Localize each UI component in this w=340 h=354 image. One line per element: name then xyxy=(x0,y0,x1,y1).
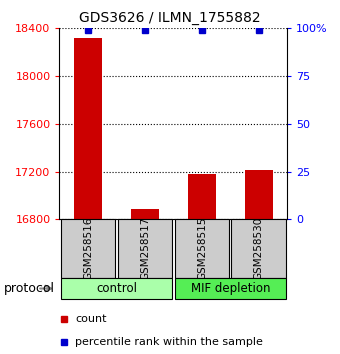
Text: GSM258530: GSM258530 xyxy=(254,217,264,280)
Text: GDS3626 / ILMN_1755882: GDS3626 / ILMN_1755882 xyxy=(79,11,261,25)
Bar xyxy=(232,219,286,278)
Text: control: control xyxy=(96,282,137,295)
Text: GSM258516: GSM258516 xyxy=(83,217,93,280)
Bar xyxy=(244,171,273,219)
Bar xyxy=(174,219,229,278)
Text: MIF depletion: MIF depletion xyxy=(191,282,270,295)
Text: count: count xyxy=(75,314,107,325)
Bar xyxy=(188,174,216,219)
Bar xyxy=(74,38,102,219)
Bar xyxy=(131,209,159,219)
Text: protocol: protocol xyxy=(3,282,54,295)
Text: GSM258517: GSM258517 xyxy=(140,217,150,280)
Bar xyxy=(61,278,172,299)
Bar xyxy=(174,278,286,299)
Text: percentile rank within the sample: percentile rank within the sample xyxy=(75,337,263,348)
Text: GSM258515: GSM258515 xyxy=(197,217,207,280)
Bar xyxy=(61,219,115,278)
Bar xyxy=(118,219,172,278)
